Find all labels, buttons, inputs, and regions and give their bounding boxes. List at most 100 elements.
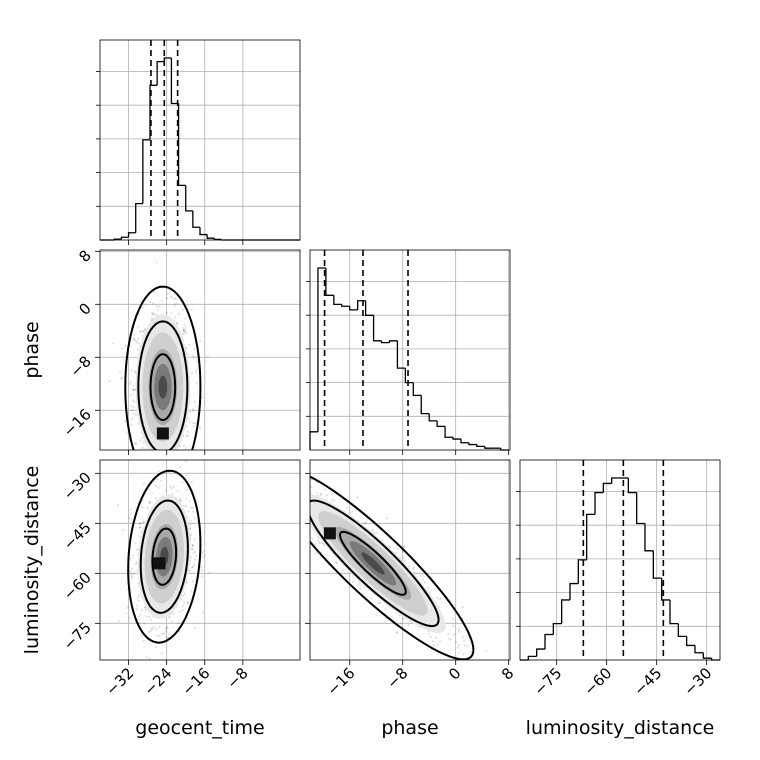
sample-point xyxy=(185,347,188,350)
sample-point xyxy=(381,539,384,542)
sample-point xyxy=(186,353,190,356)
sample-point xyxy=(132,572,135,575)
sample-point xyxy=(145,303,148,306)
sample-point xyxy=(407,624,410,627)
xtick-label-phase: 8 xyxy=(498,664,517,683)
sample-point xyxy=(485,650,488,653)
sample-point xyxy=(192,544,195,548)
sample-point xyxy=(137,615,140,618)
sample-point xyxy=(137,599,140,602)
sample-point xyxy=(412,566,415,569)
hist-bin xyxy=(611,477,620,484)
panel-frame xyxy=(99,39,301,241)
sample-point xyxy=(281,475,283,477)
sample-point xyxy=(184,326,187,329)
sample-point xyxy=(463,644,466,647)
sample-point xyxy=(146,507,149,510)
sample-point xyxy=(300,496,302,498)
sample-point xyxy=(131,567,134,570)
pair-panel-phase-luminosity_distance xyxy=(276,459,511,696)
sample-point xyxy=(194,484,196,486)
sample-point xyxy=(453,633,456,636)
sample-point xyxy=(201,575,204,578)
sample-point xyxy=(167,636,170,639)
sample-point xyxy=(181,481,184,484)
sample-point xyxy=(137,312,141,316)
sample-point xyxy=(126,431,129,434)
sample-point xyxy=(182,594,185,598)
hist-bin xyxy=(142,139,150,204)
sample-point xyxy=(138,465,140,467)
sample-point xyxy=(399,556,402,560)
sample-point xyxy=(323,544,326,547)
sample-point xyxy=(305,503,307,505)
sample-point xyxy=(463,668,465,670)
ytick-label-phase: −8 xyxy=(66,352,94,380)
sample-point xyxy=(346,506,349,509)
sample-point xyxy=(172,485,175,488)
sample-point xyxy=(185,425,188,428)
sample-point xyxy=(276,485,278,487)
sample-point xyxy=(172,454,174,456)
sample-point xyxy=(148,500,151,503)
hist-bin xyxy=(309,431,318,450)
contour-line xyxy=(137,320,189,450)
contour-line xyxy=(310,499,440,628)
sample-point xyxy=(192,422,195,425)
hist-bin xyxy=(420,395,430,415)
sample-point xyxy=(142,441,145,444)
sample-point xyxy=(138,526,142,529)
sample-point xyxy=(364,521,367,524)
sample-point xyxy=(390,615,393,619)
sample-point xyxy=(493,694,495,696)
sample-point xyxy=(188,421,191,424)
sample-point xyxy=(132,399,135,402)
hist-bin xyxy=(694,645,704,654)
sample-point xyxy=(152,313,155,316)
ylabel-luminosity-distance: luminosity_distance xyxy=(21,466,43,655)
sample-point xyxy=(139,300,142,303)
sample-point xyxy=(170,620,173,623)
sample-point xyxy=(413,571,416,574)
sample-point xyxy=(319,493,322,496)
sample-point xyxy=(462,653,465,656)
sample-point xyxy=(466,644,469,648)
sample-point xyxy=(304,511,306,513)
sample-point xyxy=(407,565,410,568)
hist-bin xyxy=(636,492,645,525)
sample-point xyxy=(145,656,148,659)
hist-bin xyxy=(170,58,179,105)
hist-bin xyxy=(364,300,374,316)
sample-point xyxy=(325,494,329,497)
sample-point xyxy=(279,471,281,473)
sample-point xyxy=(189,527,192,530)
sample-point xyxy=(128,617,131,620)
sample-point xyxy=(303,501,305,503)
sample-point xyxy=(191,566,194,569)
sample-point xyxy=(340,569,344,572)
density-shade xyxy=(361,552,385,575)
sample-point xyxy=(343,568,346,572)
sample-point xyxy=(182,604,185,607)
sample-point xyxy=(159,495,161,497)
sample-point xyxy=(296,475,298,477)
sample-point xyxy=(154,314,158,317)
sample-point xyxy=(152,312,155,315)
sample-point xyxy=(458,630,461,633)
sample-point xyxy=(163,632,166,635)
panel-frame xyxy=(99,459,301,661)
sample-point xyxy=(403,559,407,562)
ytick-label-luminosity_distance: −75 xyxy=(60,618,95,653)
sample-point xyxy=(176,490,179,493)
hist-bin xyxy=(577,559,587,584)
sample-point xyxy=(302,509,304,511)
panel-body xyxy=(276,460,510,696)
sample-point xyxy=(428,632,431,635)
sample-point xyxy=(363,522,366,525)
sample-point xyxy=(117,620,120,623)
hist-bin xyxy=(317,267,326,432)
sample-point xyxy=(182,329,185,332)
sample-point xyxy=(125,612,128,615)
sample-point xyxy=(201,462,203,464)
